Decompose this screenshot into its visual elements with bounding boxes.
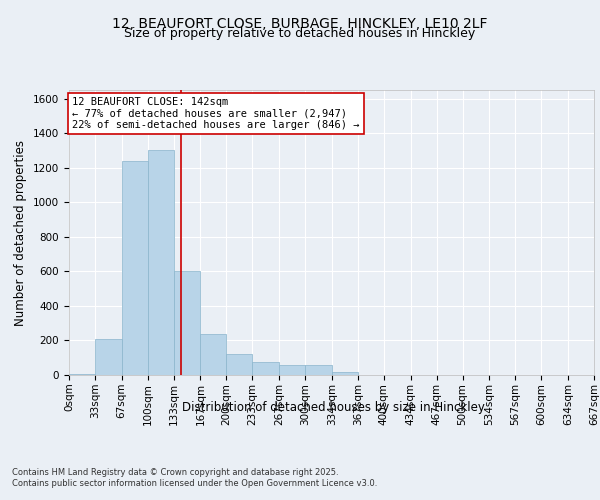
- Bar: [95, 338, 122, 375]
- Bar: [148, 150, 173, 375]
- Bar: [122, 161, 148, 375]
- Text: Distribution of detached houses by size in Hinckley: Distribution of detached houses by size …: [182, 401, 484, 414]
- Bar: [173, 272, 200, 375]
- Bar: [332, 372, 358, 375]
- Bar: [305, 364, 332, 375]
- Y-axis label: Number of detached properties: Number of detached properties: [14, 140, 28, 326]
- Text: 12, BEAUFORT CLOSE, BURBAGE, HINCKLEY, LE10 2LF: 12, BEAUFORT CLOSE, BURBAGE, HINCKLEY, L…: [112, 18, 488, 32]
- Text: 12 BEAUFORT CLOSE: 142sqm
← 77% of detached houses are smaller (2,947)
22% of se: 12 BEAUFORT CLOSE: 142sqm ← 77% of detac…: [72, 97, 359, 130]
- Bar: [253, 362, 279, 375]
- Text: Contains HM Land Registry data © Crown copyright and database right 2025.
Contai: Contains HM Land Registry data © Crown c…: [12, 468, 377, 487]
- Bar: [200, 334, 226, 375]
- Text: Size of property relative to detached houses in Hinckley: Size of property relative to detached ho…: [124, 28, 476, 40]
- Bar: [226, 354, 253, 375]
- Bar: [279, 364, 305, 375]
- Bar: [69, 374, 95, 375]
